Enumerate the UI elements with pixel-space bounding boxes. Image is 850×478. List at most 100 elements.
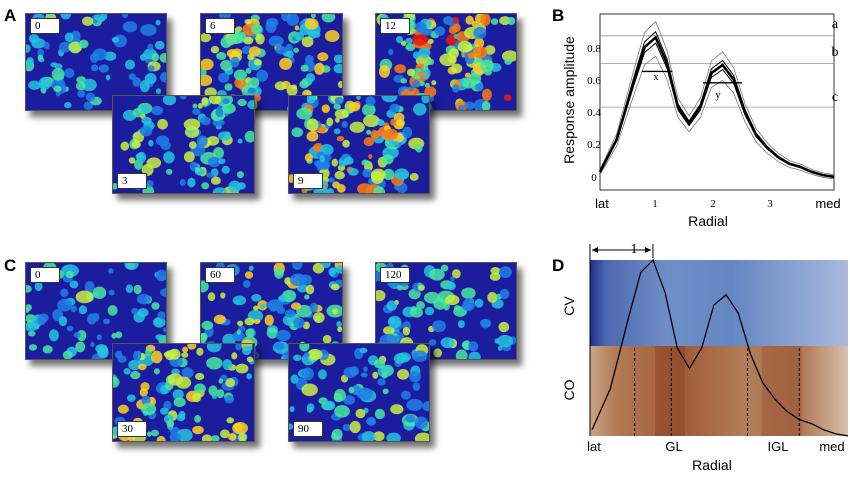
activity-blob xyxy=(75,341,86,353)
activity-blob xyxy=(235,26,243,32)
dark-band xyxy=(762,346,802,436)
activity-blob xyxy=(432,320,446,333)
activity-blob xyxy=(155,88,162,94)
activity-blob xyxy=(394,64,407,74)
activity-blob xyxy=(85,92,96,102)
activity-blob xyxy=(317,126,326,134)
activity-blob xyxy=(187,344,197,350)
activity-blob xyxy=(321,263,331,269)
x-tick-1: 1 xyxy=(652,198,658,210)
activity-blob xyxy=(285,43,293,53)
activity-blob xyxy=(147,43,154,51)
activity-blob xyxy=(255,33,265,45)
activity-blob xyxy=(132,77,141,87)
activity-blob xyxy=(59,41,72,53)
activity-blob xyxy=(372,371,379,379)
activity-blob xyxy=(155,334,164,341)
scale-label: 1 xyxy=(631,242,638,257)
scale-arrow-right xyxy=(644,247,651,253)
activity-blob xyxy=(306,406,313,413)
activity-blob xyxy=(361,431,376,441)
activity-blob xyxy=(335,265,342,274)
activity-blob xyxy=(26,322,38,332)
activity-blob xyxy=(192,108,201,115)
activity-blob xyxy=(60,14,72,20)
activity-blob xyxy=(305,72,315,83)
activity-blob xyxy=(378,65,390,78)
heatmap-a-12: 12 xyxy=(375,13,517,111)
activity-blob xyxy=(237,320,244,327)
activity-blob xyxy=(341,121,348,128)
activity-blob xyxy=(89,53,99,63)
activity-blob xyxy=(78,305,88,315)
activity-blob xyxy=(115,331,123,339)
activity-blob xyxy=(256,69,269,82)
activity-blob xyxy=(210,176,221,185)
activity-blob xyxy=(349,121,365,133)
activity-blob xyxy=(233,423,243,432)
activity-blob xyxy=(452,269,461,279)
activity-blob xyxy=(333,128,341,135)
activity-blob xyxy=(409,371,421,383)
activity-blob xyxy=(301,383,318,397)
response-overlay-curve xyxy=(591,258,849,437)
activity-blob xyxy=(323,400,336,411)
activity-blob xyxy=(284,277,292,285)
activity-blob xyxy=(220,60,233,71)
activity-blob xyxy=(220,36,232,49)
activity-blob xyxy=(293,317,305,329)
panel-label-d: D xyxy=(552,256,565,275)
activity-blob xyxy=(26,304,32,311)
activity-blob xyxy=(57,298,73,312)
activity-blob xyxy=(363,114,380,128)
activity-blob xyxy=(333,54,342,64)
activity-blob xyxy=(306,96,316,104)
activity-blob xyxy=(145,180,154,188)
activity-blob xyxy=(136,293,151,305)
activity-blob xyxy=(382,168,395,180)
activity-blob xyxy=(201,320,214,330)
activity-blob xyxy=(167,373,183,386)
activity-blob xyxy=(334,117,340,123)
activity-blob xyxy=(503,94,512,101)
activity-blob xyxy=(497,334,514,348)
activity-blob xyxy=(233,69,247,81)
activity-blob xyxy=(439,53,457,67)
activity-blob xyxy=(497,345,503,351)
activity-blob xyxy=(289,406,295,413)
activity-blob xyxy=(154,40,165,50)
activity-blob xyxy=(480,318,491,329)
activity-blob xyxy=(75,290,94,304)
activity-blob xyxy=(451,63,463,74)
time-label: 0 xyxy=(30,18,60,34)
activity-blob xyxy=(452,23,461,33)
activity-blob xyxy=(222,359,233,371)
activity-blob xyxy=(313,160,321,167)
activity-blob xyxy=(146,157,162,169)
inner-upper-curve xyxy=(599,30,835,178)
activity-blob xyxy=(433,348,443,358)
activity-blob xyxy=(361,159,370,166)
activity-blob xyxy=(83,101,93,110)
threshold-label-a: a xyxy=(832,17,839,32)
cv-stain-image xyxy=(590,260,848,346)
activity-blob xyxy=(304,294,310,300)
activity-blob xyxy=(313,312,325,324)
activity-blob xyxy=(237,138,243,144)
activity-blob xyxy=(321,14,336,23)
activity-blob xyxy=(386,432,401,441)
activity-blob xyxy=(417,71,425,77)
width-label-x: x xyxy=(653,71,659,83)
activity-blob xyxy=(291,263,303,270)
activity-blob xyxy=(409,172,419,181)
activity-blob xyxy=(64,32,74,43)
activity-blob xyxy=(188,141,197,149)
activity-blob xyxy=(443,15,454,25)
activity-blob xyxy=(244,130,254,143)
activity-blob xyxy=(368,153,373,159)
activity-blob xyxy=(363,366,368,372)
activity-blob xyxy=(377,378,386,386)
activity-blob xyxy=(62,350,73,359)
activity-blob xyxy=(382,388,389,395)
activity-blob xyxy=(428,339,437,346)
